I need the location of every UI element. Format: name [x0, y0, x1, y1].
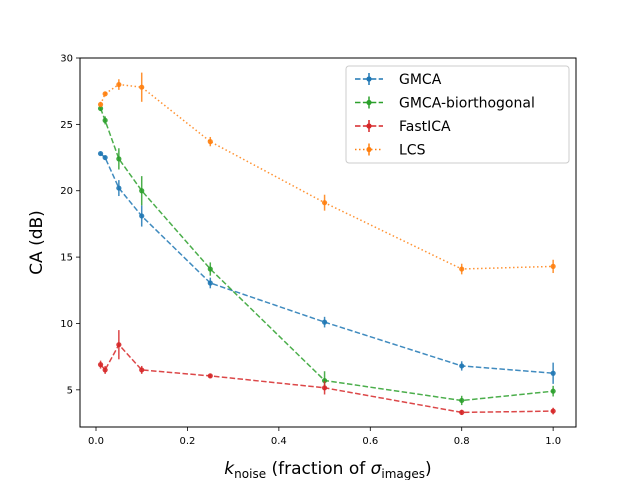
data-point-gmca	[116, 185, 122, 191]
x-axis: 0.0 0.2 0.4 0.6 0.8 1.0	[88, 427, 561, 447]
legend-marker-gmca	[366, 76, 372, 82]
data-point-lcs	[459, 266, 465, 272]
x-tick-label: 1.0	[545, 436, 561, 447]
x-tick-label: 0.8	[454, 436, 470, 447]
y-tick-label: 30	[60, 54, 73, 65]
x-axis-label-rest: (fraction of	[266, 459, 371, 479]
legend-label-lcs: LCS	[399, 143, 426, 159]
data-point-gmca	[459, 363, 465, 369]
legend-label-gmca-biorthogonal: GMCA-biorthogonal	[399, 96, 535, 112]
data-point-lcs	[550, 263, 556, 269]
x-axis-label-noise: noise	[234, 467, 266, 480]
data-point-gmca	[139, 213, 145, 219]
x-tick-label: 0.6	[362, 436, 378, 447]
series-line-gmca	[100, 153, 554, 374]
data-point-lcs	[207, 139, 213, 145]
y-tick-label: 15	[60, 253, 73, 264]
data-point-lcs	[139, 84, 145, 90]
x-tick-label: 0.0	[88, 436, 104, 447]
data-point-gmca	[321, 319, 328, 325]
data-point-gmca-biorthogonal	[207, 266, 213, 272]
data-point-gmca-biorthogonal	[139, 188, 145, 194]
legend-marker-fastica	[366, 123, 372, 129]
data-point-fastica	[116, 342, 122, 348]
data-point-fastica	[97, 362, 104, 368]
y-tick-label: 25	[60, 120, 73, 131]
data-point-fastica	[207, 373, 213, 379]
legend-marker-gmca-biorthogonal	[366, 99, 372, 106]
legend: GMCA GMCA-biorthogonal FastICA LCS	[345, 65, 570, 164]
data-point-fastica	[321, 385, 328, 391]
legend-label-gmca: GMCA	[399, 72, 442, 88]
x-axis-label-close: )	[425, 459, 432, 479]
data-point-gmca	[550, 370, 556, 376]
data-point-lcs	[97, 101, 104, 108]
data-point-gmca-biorthogonal	[116, 156, 122, 162]
legend-label-fastica: FastICA	[399, 119, 451, 135]
data-point-lcs	[116, 81, 122, 88]
legend-item-gmca: GMCA	[355, 72, 442, 88]
data-point-gmca-biorthogonal	[459, 397, 465, 404]
axes-frame	[79, 57, 577, 428]
data-point-fastica	[102, 367, 108, 373]
data-point-gmca-biorthogonal	[102, 117, 108, 123]
x-tick-label: 0.2	[179, 436, 195, 447]
legend-box	[345, 65, 570, 164]
data-point-fastica	[550, 408, 556, 414]
x-tick-label: 0.4	[271, 436, 287, 447]
y-tick-label: 5	[67, 385, 73, 396]
data-point-gmca	[102, 154, 108, 161]
x-axis-label: knoise (fraction of σimages)	[224, 459, 431, 480]
series-gmca	[97, 150, 556, 384]
legend-item-gmca-biorthogonal: GMCA-biorthogonal	[355, 96, 535, 112]
data-point-fastica	[459, 409, 465, 415]
legend-item-lcs: LCS	[355, 143, 426, 159]
x-axis-label-sigma: σ	[371, 459, 383, 479]
x-axis-label-k: k	[224, 459, 235, 479]
data-point-gmca-biorthogonal	[97, 105, 104, 112]
y-tick-label: 20	[60, 186, 73, 197]
series-gmca-biorthogonal	[97, 105, 556, 406]
legend-marker-lcs	[366, 146, 372, 153]
y-axis-label: CA (dB)	[27, 210, 47, 275]
data-point-gmca-biorthogonal	[550, 388, 556, 394]
data-point-gmca-biorthogonal	[321, 377, 328, 384]
data-point-fastica	[139, 367, 145, 373]
series-lcs	[97, 72, 556, 275]
data-point-lcs	[102, 91, 108, 97]
x-axis-label-images: images	[381, 467, 425, 480]
data-point-gmca	[97, 150, 104, 157]
data-point-gmca	[207, 280, 213, 286]
series-line-fastica	[100, 343, 554, 414]
series-line-gmca-biorthogonal	[99, 108, 554, 402]
legend-item-fastica: FastICA	[355, 119, 451, 135]
y-tick-label: 10	[60, 319, 73, 330]
series-fastica	[97, 330, 556, 416]
y-axis: 5 10 15 20 25 30	[60, 54, 80, 396]
data-point-lcs	[321, 200, 328, 206]
plot-area	[97, 72, 556, 416]
